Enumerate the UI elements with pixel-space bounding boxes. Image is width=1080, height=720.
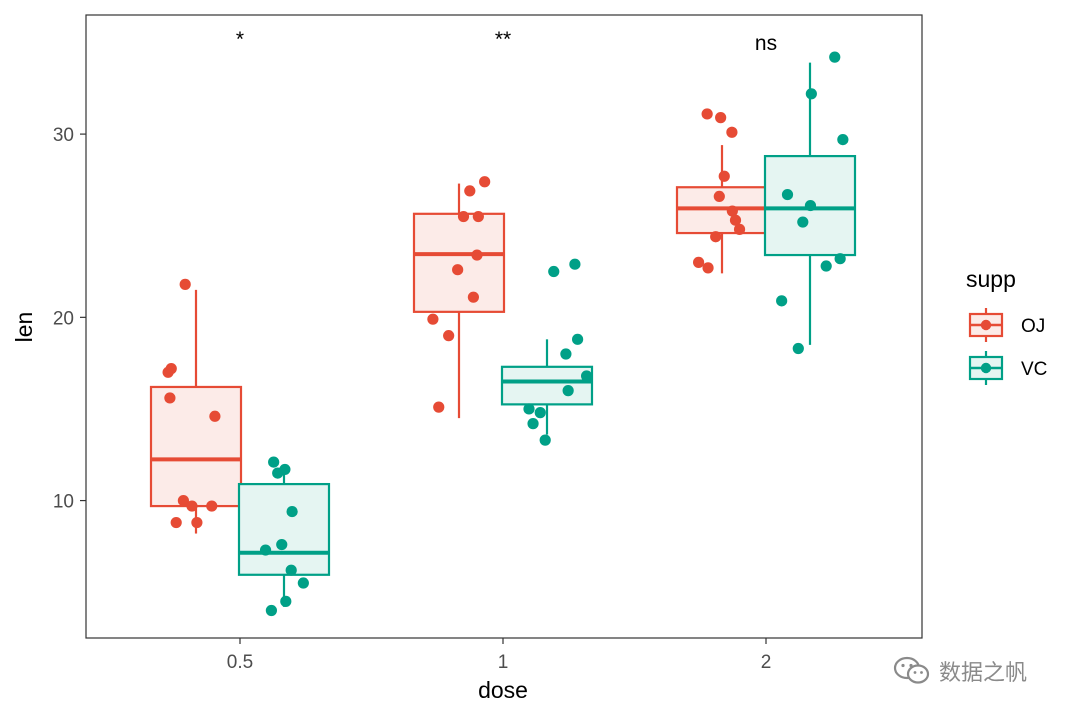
data-point-oj [701,108,713,120]
data-point-oj [713,190,725,203]
data-point-oj [718,170,730,182]
y-tick-label: 20 [53,308,74,329]
data-point-vc [560,348,572,360]
data-point-vc [781,188,794,201]
watermark: 数据之帆 [893,655,1027,687]
legend-label: VC [1021,359,1047,380]
data-point-vc [276,538,288,551]
legend-point [980,362,992,374]
legend: supp OJ VC [966,266,1047,385]
box-oj-0.5 [149,289,243,534]
panel-border [85,14,923,639]
data-point-oj [733,223,746,235]
significance-label: * [236,28,244,51]
data-point-oj [170,516,182,529]
data-point-vc [804,199,817,212]
data-point-oj [177,494,189,507]
data-point-vc [268,456,280,468]
data-point-oj [209,410,221,422]
data-point-oj [479,176,491,188]
data-point-vc [572,333,584,345]
legend-label: OJ [1021,316,1045,337]
data-point-oj [433,401,445,413]
y-tick-label: 30 [53,125,74,146]
data-point-oj [471,249,483,261]
data-point-oj [715,112,727,124]
plot-panel [85,14,923,639]
data-point-oj [179,278,191,290]
data-point-vc [286,505,298,518]
box-iqr [500,365,594,406]
watermark-text: 数据之帆 [939,661,1028,686]
point-layer [162,51,849,617]
x-axis-title: dose [478,677,528,703]
box-iqr [149,385,243,508]
data-point-vc [285,564,297,576]
legend-title: supp [966,266,1016,292]
data-point-vc [279,463,291,476]
data-point-oj [467,291,479,303]
x-tick-label: 0.5 [227,652,253,673]
data-point-oj [702,262,714,274]
box-iqr [237,482,331,576]
axes: 10 20 30 0.5 1 2 [53,125,771,673]
x-tick-label: 1 [498,652,509,673]
legend-entry-vc: VC [968,351,1047,385]
significance-labels: * ** ns [236,28,777,55]
data-point-vc [539,434,551,446]
box-oj-1 [412,183,506,419]
wechat-icon [893,656,931,686]
data-point-oj [186,500,198,512]
data-point-vc [820,260,832,272]
data-point-vc [805,88,817,100]
data-point-vc [265,604,277,617]
data-point-vc [259,544,272,556]
data-point-vc [534,407,546,419]
y-tick-label: 10 [53,492,74,513]
x-tick-label: 2 [761,652,772,673]
y-axis-title: len [11,312,37,343]
data-point-vc [797,216,809,228]
significance-label: ns [755,32,777,55]
data-point-vc [523,403,535,415]
data-point-vc [297,577,309,589]
data-point-vc [569,258,581,270]
data-point-vc [776,295,788,307]
data-point-oj [457,210,470,223]
data-point-oj [427,313,439,325]
data-point-vc [562,385,574,397]
data-point-oj [710,231,722,243]
box-oj-2 [675,145,769,274]
data-point-oj [726,126,738,138]
data-point-oj [693,256,705,268]
data-point-oj [164,392,176,404]
data-point-vc [280,595,292,607]
data-point-vc [548,265,560,278]
significance-label: ** [495,28,511,51]
box-layer [149,62,857,607]
data-point-vc [581,370,593,382]
data-point-oj [443,330,455,342]
data-point-vc [829,51,841,63]
box-vc-0.5 [237,473,331,607]
data-point-oj [472,210,484,223]
data-point-oj [206,500,218,512]
data-point-oj [729,214,742,226]
data-point-vc [837,134,849,146]
data-point-oj [191,516,203,529]
box-iqr [412,212,506,313]
data-point-oj [165,363,177,375]
legend-entry-oj: OJ [968,308,1045,342]
box-vc-1 [500,339,594,435]
data-point-oj [452,264,464,276]
data-point-oj [464,185,476,197]
data-point-oj [726,205,738,217]
legend-point [980,319,992,331]
data-point-vc [834,253,846,265]
data-point-vc [527,418,539,430]
data-point-vc [792,342,804,355]
